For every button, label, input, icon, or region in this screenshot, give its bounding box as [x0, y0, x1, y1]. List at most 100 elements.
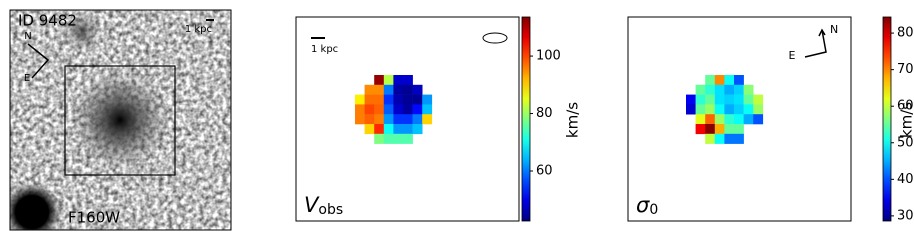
colorbar-tick-label: 70	[897, 62, 914, 77]
pixel	[355, 104, 365, 115]
pixel	[393, 94, 404, 105]
pixel	[734, 75, 744, 86]
pixel	[743, 114, 754, 125]
title-symbol: σ	[636, 193, 650, 217]
pixel	[412, 124, 423, 135]
compass-arrow	[818, 28, 826, 37]
scale-label: 1 kpc	[311, 44, 338, 55]
pixel	[412, 84, 423, 95]
pixel	[734, 133, 744, 144]
pixel	[695, 114, 706, 125]
image-frame	[9, 9, 232, 231]
band-label: F160W	[68, 209, 120, 227]
star	[10, 182, 62, 230]
pixel	[422, 94, 433, 105]
pixel	[734, 124, 744, 135]
pixel	[383, 84, 394, 95]
pixel	[695, 84, 706, 95]
neighbor	[62, 12, 102, 52]
image-title: ID 9482	[18, 12, 77, 30]
pixel	[364, 124, 375, 135]
title-subscript: obs	[318, 202, 343, 218]
pixel	[724, 124, 735, 135]
pixel	[355, 114, 365, 125]
pixel	[403, 84, 413, 95]
pixel	[383, 133, 394, 144]
pixel	[743, 94, 754, 105]
pixel	[412, 104, 423, 115]
pixel	[734, 94, 744, 105]
pixel	[403, 104, 413, 115]
pixel	[734, 104, 744, 115]
colorbar-tick-label: 60	[897, 99, 914, 114]
pixel	[393, 114, 404, 125]
compass-east: E	[789, 49, 796, 62]
pixel	[724, 133, 735, 144]
scale-label: 1 kpc	[185, 24, 212, 35]
pixel	[412, 94, 423, 105]
pixel	[383, 94, 394, 105]
pixel	[393, 104, 404, 115]
pixel	[705, 124, 716, 135]
pixel	[412, 114, 423, 125]
pixel	[364, 94, 375, 105]
colorbar-tick-label: 80	[536, 106, 553, 121]
pixel	[374, 75, 385, 86]
panel-title: σ0	[636, 193, 658, 218]
pixel	[705, 104, 716, 115]
pixel	[422, 104, 433, 115]
pixel	[383, 114, 394, 125]
pixel	[393, 133, 404, 144]
pixel	[724, 94, 735, 105]
pixel	[753, 114, 764, 125]
title-symbol: V	[304, 193, 320, 217]
colorbar-tick-label: 80	[897, 26, 914, 41]
pixel	[714, 94, 725, 105]
pixel	[403, 124, 413, 135]
pixel	[374, 84, 385, 95]
pixel	[695, 104, 706, 115]
pixel	[724, 84, 735, 95]
colorbar-label: km/s	[564, 102, 582, 138]
title-subscript: 0	[649, 202, 658, 218]
colorbar-tick-label: 30	[897, 208, 914, 223]
pixel	[743, 84, 754, 95]
colorbar	[882, 16, 892, 222]
pixel	[724, 114, 735, 125]
pixel	[753, 94, 764, 105]
pixel	[714, 104, 725, 115]
pixel	[403, 75, 413, 86]
pixel	[383, 75, 394, 86]
pixel	[734, 84, 744, 95]
pixel	[724, 104, 735, 115]
pixel	[705, 75, 716, 86]
panel-title: Vobs	[304, 193, 343, 218]
pixel	[364, 104, 375, 115]
pixel	[714, 75, 725, 86]
pixel	[743, 104, 754, 115]
pixel	[383, 104, 394, 115]
beam	[482, 32, 508, 44]
colorbar-tick-label: 100	[536, 49, 561, 64]
pixel	[383, 124, 394, 135]
zoom-box	[64, 65, 176, 176]
pixel	[393, 84, 404, 95]
colorbar-tick-label: 40	[897, 172, 914, 187]
compass-north: N	[830, 23, 838, 36]
pixel	[695, 124, 706, 135]
pixel	[714, 84, 725, 95]
pixel	[422, 114, 433, 125]
pixel	[686, 104, 696, 115]
pixel	[374, 133, 385, 144]
pixel	[714, 124, 725, 135]
colorbar-tick-label: 50	[897, 135, 914, 150]
colorbar-label: km/s	[898, 102, 914, 138]
pixel	[714, 114, 725, 125]
pixel	[705, 133, 716, 144]
pixel	[374, 104, 385, 115]
pixel	[364, 84, 375, 95]
pixel	[403, 94, 413, 105]
pixel	[724, 75, 735, 86]
pixel	[705, 114, 716, 125]
